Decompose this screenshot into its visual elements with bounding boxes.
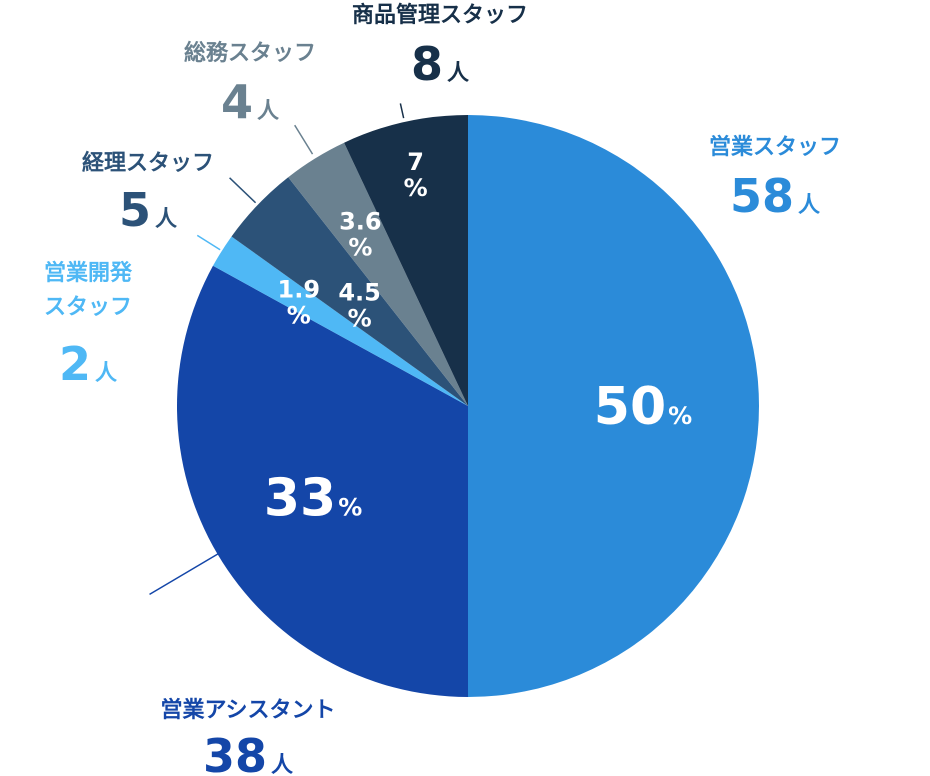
category-label-5: 商品管理スタッフ 8 人: [352, 2, 528, 91]
svg-text:%: %: [348, 234, 372, 262]
leader-line-2: [196, 234, 221, 251]
leader-line-5: [399, 103, 405, 119]
svg-text:3.6: 3.6: [339, 208, 382, 236]
svg-text:スタッフ: スタッフ: [44, 295, 132, 320]
svg-text:%: %: [348, 304, 372, 332]
percent-label-3: 4.5%: [338, 278, 381, 332]
percent-label-0: 50%: [594, 377, 692, 437]
pie-slice-4: [288, 142, 468, 406]
count-label-1: 38 人: [203, 729, 293, 776]
count-label-0: 58 人: [730, 169, 820, 223]
pie-slice-1: [176, 265, 468, 697]
svg-text:%: %: [404, 174, 428, 202]
pie-slice-2: [212, 236, 468, 406]
leader-line-4: [294, 124, 314, 155]
leader-lines: [149, 103, 678, 595]
svg-text:%: %: [287, 301, 311, 329]
category-label-3: 経理スタッフ 5 人: [82, 150, 214, 237]
leader-line-3: [229, 177, 257, 204]
svg-text:営業スタッフ: 営業スタッフ: [709, 134, 841, 160]
pie-slice-5: [344, 115, 468, 406]
svg-text:商品管理スタッフ: 商品管理スタッフ: [352, 2, 528, 28]
pie-slices: [176, 115, 759, 697]
category-label-4: 総務スタッフ 4 人: [184, 40, 316, 129]
percent-labels: 50%33%1.9%4.5%3.6%7%: [264, 148, 692, 529]
svg-text:営業アシスタント: 営業アシスタント: [160, 697, 335, 723]
svg-text:経理スタッフ: 経理スタッフ: [82, 150, 214, 176]
pie-slice-3: [231, 177, 468, 406]
svg-text:1.9: 1.9: [278, 275, 321, 303]
leader-line-1: [149, 550, 223, 595]
svg-text:営業開発: 営業開発: [44, 260, 133, 286]
svg-text:4.5: 4.5: [338, 278, 381, 306]
category-label-0: 営業スタッフ 58 人: [709, 134, 841, 223]
svg-text:総務スタッフ: 総務スタッフ: [184, 40, 316, 66]
pie-slice-0: [468, 115, 759, 697]
percent-label-4: 3.6%: [339, 208, 382, 262]
percent-label-1: 33%: [264, 469, 362, 529]
percent-label-2: 1.9%: [278, 275, 321, 329]
category-label-1: 営業アシスタント 38 人: [160, 697, 335, 776]
percent-label-5: 7%: [404, 148, 428, 202]
svg-text:7: 7: [407, 148, 424, 176]
